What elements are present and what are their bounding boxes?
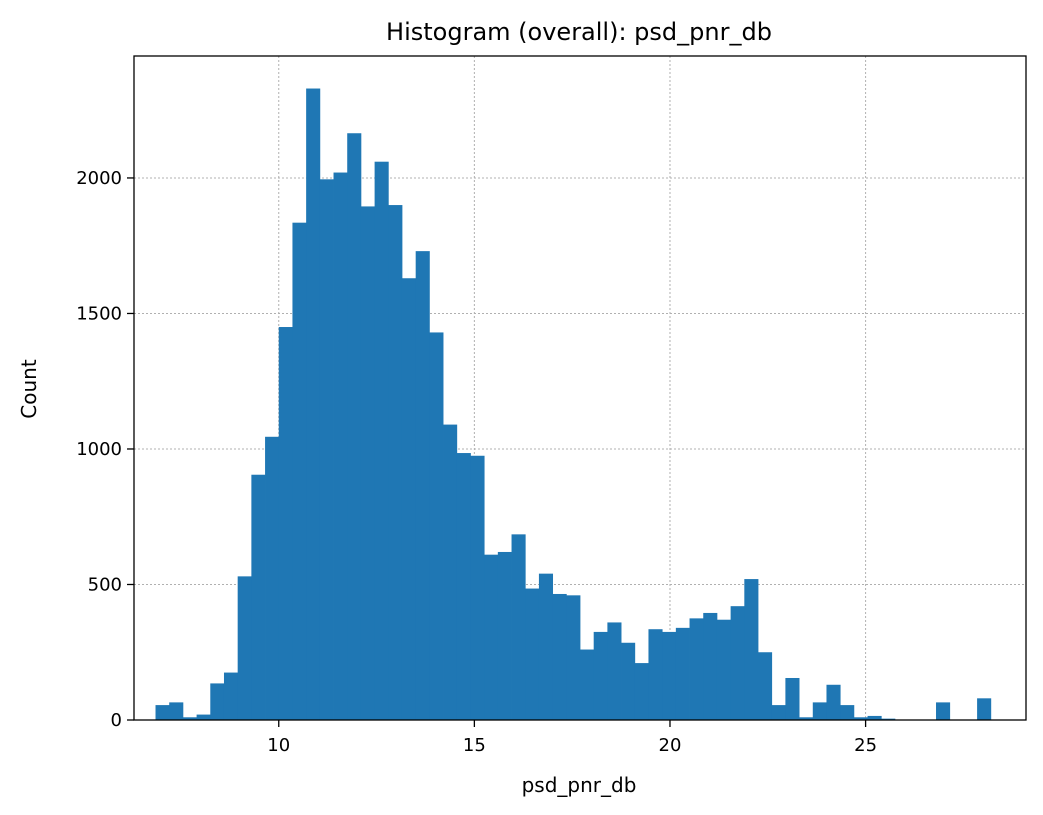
histogram-bar xyxy=(306,88,321,720)
histogram-bar xyxy=(333,172,348,721)
histogram-bar xyxy=(196,714,211,720)
histogram-bar xyxy=(374,161,389,721)
histogram-bar xyxy=(347,133,362,720)
histogram-bar xyxy=(169,702,184,720)
histogram-bar xyxy=(758,652,773,720)
histogram-bar xyxy=(936,702,951,720)
histogram-bar xyxy=(634,663,649,720)
histogram-bar xyxy=(360,206,376,720)
histogram-bar xyxy=(552,593,567,720)
histogram-bar xyxy=(155,705,170,720)
bars-layer xyxy=(155,88,992,721)
histogram-bar xyxy=(977,698,992,720)
histogram-bar xyxy=(484,554,499,720)
histogram-bar xyxy=(538,573,554,720)
y-tick-label: 0 xyxy=(111,710,122,731)
y-tick-label: 500 xyxy=(88,574,122,595)
axes-layer: 10 15 20 25 0 500 1000 1500 2000 xyxy=(76,55,1027,756)
histogram-bar xyxy=(497,551,512,720)
x-tick-label: 25 xyxy=(854,735,877,756)
histogram-bar xyxy=(799,717,814,720)
histogram-bar xyxy=(443,424,458,720)
histogram-bar xyxy=(223,672,239,720)
histogram-bar xyxy=(853,717,868,720)
histogram-bar xyxy=(429,332,444,720)
histogram-bar xyxy=(648,629,663,720)
histogram-bar xyxy=(716,619,732,720)
histogram-bar xyxy=(251,474,266,720)
histogram-bar xyxy=(319,179,334,721)
x-tick-label: 20 xyxy=(659,735,682,756)
histogram-bar xyxy=(292,222,307,720)
histogram-bar xyxy=(265,436,280,720)
histogram-bar xyxy=(675,627,690,720)
histogram-bar xyxy=(388,205,403,720)
histogram-bar xyxy=(182,717,197,720)
histogram-bar xyxy=(826,684,841,720)
histogram-bar xyxy=(593,631,608,720)
histogram-bar xyxy=(812,702,827,720)
histogram-bar xyxy=(237,576,252,720)
y-tick-label: 2000 xyxy=(76,168,122,189)
histogram-bar xyxy=(456,453,471,720)
histogram-bar xyxy=(744,579,759,720)
histogram-bar xyxy=(881,718,896,720)
histogram-bar xyxy=(470,455,485,720)
y-tick-label: 1000 xyxy=(76,439,122,460)
histogram-bar xyxy=(689,618,704,720)
x-tick-label: 10 xyxy=(267,735,290,756)
histogram-bar xyxy=(662,631,677,720)
histogram-bar xyxy=(210,683,225,720)
histogram-bar xyxy=(607,622,622,720)
histogram-bar xyxy=(415,251,430,720)
x-axis-label: psd_pnr_db xyxy=(522,773,637,797)
histogram-bar xyxy=(278,327,293,720)
chart-title: Histogram (overall): psd_pnr_db xyxy=(386,18,772,46)
histogram-bar xyxy=(511,534,526,720)
histogram-bar xyxy=(785,677,800,720)
histogram-bar xyxy=(703,612,718,720)
histogram-bar xyxy=(840,705,855,720)
y-tick-label: 1500 xyxy=(76,303,122,324)
histogram-bar xyxy=(401,278,417,720)
histogram-bar xyxy=(771,705,786,720)
plot-frame xyxy=(133,55,1027,721)
histogram-bar xyxy=(867,715,882,720)
histogram-bar xyxy=(566,595,581,720)
histogram-bar xyxy=(580,649,595,720)
histogram-bar xyxy=(621,642,636,720)
y-axis-label: Count xyxy=(17,359,41,419)
x-tick-label: 15 xyxy=(463,735,486,756)
histogram-bar xyxy=(525,588,540,720)
histogram-bar xyxy=(730,606,745,720)
